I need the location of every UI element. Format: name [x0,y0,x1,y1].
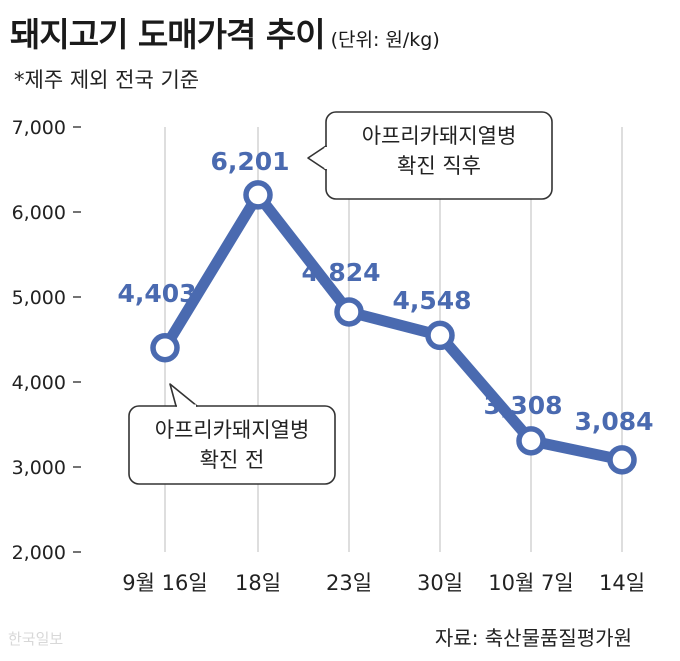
callout-text: 아프리카돼지열병 [155,418,310,442]
callout-text: 아프리카돼지열병 [362,124,517,148]
series-layer [159,189,628,466]
y-tick-label: 3,000 [12,457,66,479]
callout-box [128,405,336,485]
x-tick-label: 23일 [326,571,372,595]
x-tick-label: 14일 [599,571,645,595]
chart-title: 돼지고기 도매가격 추이 [10,15,326,54]
series-line [159,189,628,466]
data-label: 4,824 [301,258,380,287]
data-labels-layer: 4,403 6,201 4,824 4,548 3,308 3,084 [117,147,653,436]
callout-tail [307,145,327,171]
data-point [425,320,455,351]
title-row: 돼지고기 도매가격 추이 (단위: 원/kg) [10,8,440,56]
y-axis: 2,000 3,000 4,000 5,000 6,000 7,000 [12,117,81,564]
x-tick-label: 9월 16일 [122,571,207,595]
x-tick-label: 10월 7일 [488,571,573,595]
data-point [334,297,364,327]
x-tick-label: 30일 [417,571,463,595]
x-tick-label: 18일 [235,571,281,595]
callout-text: 확진 직후 [397,154,481,178]
points-layer [150,180,637,475]
data-point [607,445,637,475]
data-point [243,180,273,210]
callout-tail [169,383,198,407]
watermark: 한국일보 [8,630,64,648]
y-tick-label: 5,000 [12,287,66,309]
y-tick-label: 6,000 [12,202,66,224]
data-label: 4,548 [392,286,471,315]
data-label: 6,201 [210,147,289,176]
data-label: 3,084 [574,407,653,436]
x-axis: 9월 16일 18일 23일 30일 10월 7일 14일 [122,571,645,595]
callout-text: 확진 전 [200,448,265,472]
data-point [150,332,180,363]
data-label: 3,308 [483,391,562,420]
y-tick-label: 7,000 [12,117,66,139]
y-tick-label: 2,000 [12,542,66,564]
footnote: *제주 제외 전국 기준 [14,68,200,92]
data-point [516,426,546,456]
unit-label: (단위: 원/kg) [330,29,440,51]
y-tick-label: 4,000 [12,372,66,394]
data-label: 4,403 [117,279,196,308]
source-label: 자료: 축산물품질평가원 [434,626,632,650]
